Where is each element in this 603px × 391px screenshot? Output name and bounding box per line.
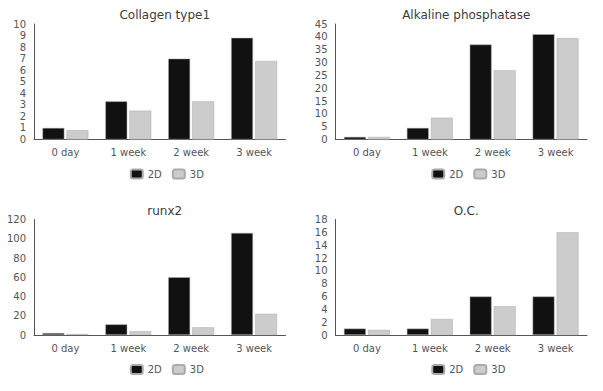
svg-text:10: 10	[315, 108, 328, 119]
svg-text:1 week: 1 week	[412, 147, 448, 158]
svg-text:120: 120	[7, 214, 26, 225]
svg-text:2 week: 2 week	[475, 147, 511, 158]
svg-text:12: 12	[315, 253, 328, 264]
svg-text:18: 18	[315, 214, 328, 225]
svg-text:1 week: 1 week	[110, 147, 146, 158]
svg-text:0 day: 0 day	[51, 147, 79, 158]
svg-text:2 week: 2 week	[475, 343, 511, 354]
svg-text:15: 15	[315, 96, 328, 107]
svg-text:3 week: 3 week	[538, 343, 574, 354]
svg-text:45: 45	[315, 19, 328, 30]
svg-text:5: 5	[321, 121, 327, 132]
svg-text:10: 10	[13, 19, 26, 30]
svg-text:2 week: 2 week	[173, 343, 209, 354]
svg-text:0: 0	[321, 330, 327, 341]
svg-text:Alkaline phosphatase: Alkaline phosphatase	[402, 8, 530, 22]
svg-text:0 day: 0 day	[51, 343, 79, 354]
svg-text:30: 30	[315, 57, 328, 68]
svg-text:0: 0	[20, 134, 26, 145]
svg-text:0: 0	[20, 330, 26, 341]
svg-text:40: 40	[13, 291, 26, 302]
svg-text:0: 0	[321, 134, 327, 145]
svg-text:3D: 3D	[190, 364, 204, 375]
svg-text:O.C.: O.C.	[454, 204, 479, 218]
svg-text:80: 80	[13, 253, 26, 264]
svg-text:1 week: 1 week	[412, 343, 448, 354]
svg-text:2: 2	[20, 111, 26, 122]
svg-text:0 day: 0 day	[353, 147, 381, 158]
svg-text:10: 10	[315, 265, 328, 276]
svg-text:7: 7	[20, 53, 26, 64]
svg-text:3D: 3D	[190, 169, 204, 180]
svg-text:2 week: 2 week	[173, 147, 209, 158]
svg-text:2: 2	[321, 317, 327, 328]
svg-text:8: 8	[321, 278, 327, 289]
svg-text:4: 4	[20, 88, 26, 99]
svg-text:20: 20	[315, 83, 328, 94]
svg-text:25: 25	[315, 70, 328, 81]
svg-text:8: 8	[20, 42, 26, 53]
svg-text:3D: 3D	[491, 364, 505, 375]
svg-text:5: 5	[20, 76, 26, 87]
svg-text:20: 20	[13, 310, 26, 321]
svg-text:35: 35	[315, 44, 328, 55]
svg-text:2D: 2D	[148, 364, 162, 375]
svg-text:3: 3	[20, 99, 26, 110]
svg-text:6: 6	[321, 291, 327, 302]
svg-text:9: 9	[20, 30, 26, 41]
svg-text:2D: 2D	[449, 364, 463, 375]
svg-text:3 week: 3 week	[236, 147, 272, 158]
svg-text:2D: 2D	[148, 169, 162, 180]
svg-text:16: 16	[315, 227, 328, 238]
svg-text:1: 1	[20, 122, 26, 133]
svg-text:1 week: 1 week	[110, 343, 146, 354]
svg-text:3 week: 3 week	[236, 343, 272, 354]
svg-text:4: 4	[321, 304, 327, 315]
svg-text:Collagen type1: Collagen type1	[119, 8, 210, 22]
svg-text:60: 60	[13, 272, 26, 283]
svg-text:3 week: 3 week	[538, 147, 574, 158]
svg-text:6: 6	[20, 65, 26, 76]
svg-text:14: 14	[315, 240, 328, 251]
svg-text:2D: 2D	[449, 169, 463, 180]
svg-text:40: 40	[315, 31, 328, 42]
svg-text:runx2: runx2	[147, 204, 182, 218]
svg-text:100: 100	[7, 233, 26, 244]
svg-text:0 day: 0 day	[353, 343, 381, 354]
svg-text:3D: 3D	[491, 169, 505, 180]
